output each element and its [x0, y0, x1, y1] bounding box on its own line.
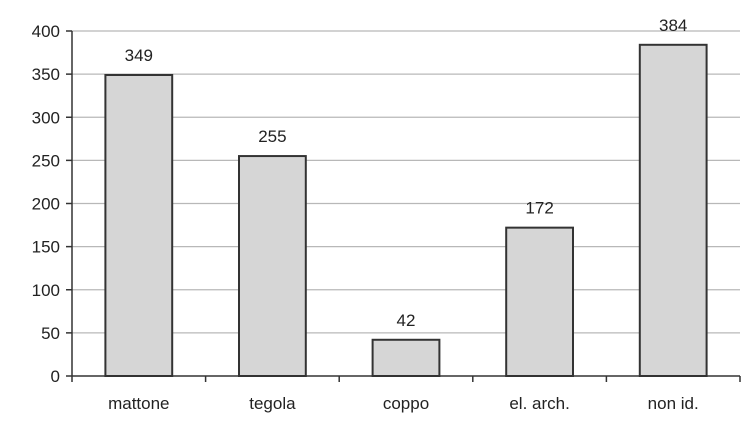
labels: 0 50 100 150 200 250 300 350 400 349 mattone 255 teg… [32, 16, 699, 413]
x-category-label: tegola [249, 394, 296, 413]
y-tick-label: 200 [32, 195, 60, 214]
bar-non-id [638, 43, 708, 378]
data-label: 384 [659, 16, 687, 35]
bar-el-arch [505, 226, 575, 377]
axes [66, 30, 741, 382]
x-category-label: mattone [108, 394, 169, 413]
y-tick-label: 0 [51, 367, 60, 386]
data-label: 42 [397, 311, 416, 330]
y-tick-label: 400 [32, 22, 60, 41]
gridlines [72, 30, 740, 334]
data-label: 172 [525, 199, 553, 218]
bar-tegola [238, 155, 307, 377]
y-tick-label: 300 [32, 108, 60, 127]
y-tick-label: 100 [32, 281, 60, 300]
x-category-label: non id. [648, 394, 699, 413]
x-category-label: coppo [383, 394, 429, 413]
y-tick-label: 350 [32, 65, 60, 84]
data-label: 349 [125, 46, 153, 65]
x-category-label: el. arch. [509, 394, 569, 413]
y-tick-label: 250 [32, 151, 60, 170]
bars [104, 43, 708, 378]
y-tick-label: 150 [32, 238, 60, 257]
bar-coppo [371, 338, 441, 377]
bar-mattone [104, 73, 174, 378]
y-tick-label: 50 [41, 324, 60, 343]
data-label: 255 [258, 127, 286, 146]
